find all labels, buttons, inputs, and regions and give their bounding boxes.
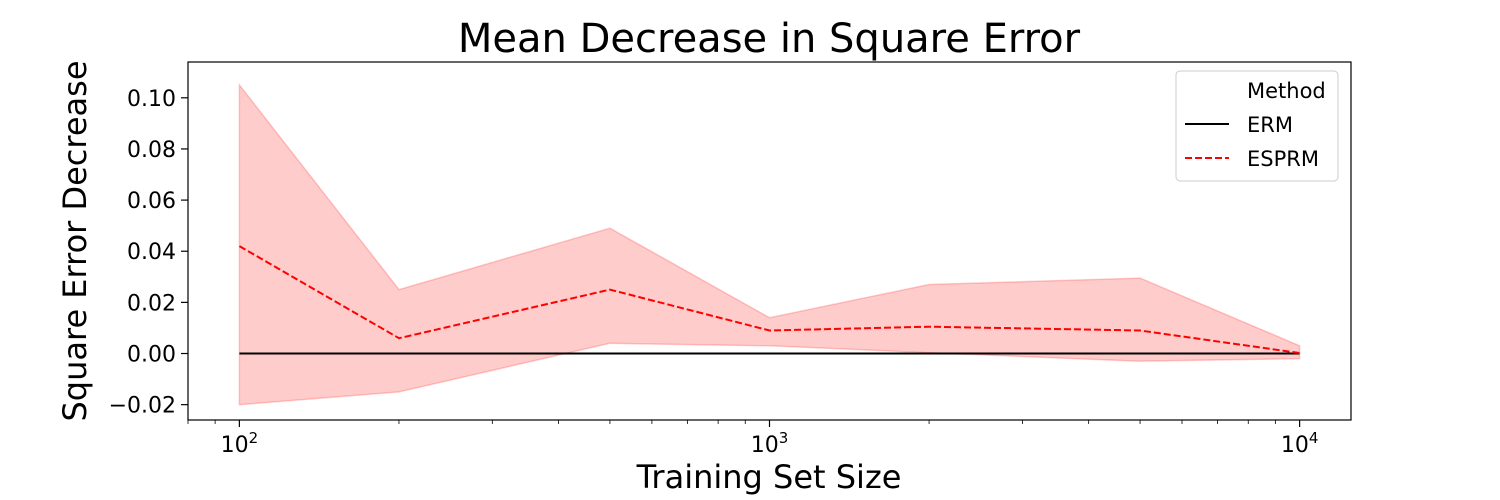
plot-area: −0.02 0.00 0.02 0.04 0.06 0.08 0.10 102 103 104 [109,61,1352,458]
legend-title: Method [1247,79,1326,103]
confidence-band-esprm [238,82,1301,406]
x-axis-label: Training Set Size [636,458,902,496]
legend: Method ERM ESPRM [1175,70,1339,182]
x-tick-label: 102 [221,429,259,458]
y-tick-label: −0.02 [109,394,176,419]
x-tick-label: 104 [1281,429,1319,458]
series-line-esprm [238,245,1300,354]
y-tick-label: 0.10 [127,87,176,112]
y-axis-label: Square Error Decrease [56,60,94,421]
y-tick-label: 0.00 [127,343,176,368]
y-tick-label: 0.08 [127,138,176,163]
legend-esprm-label: ESPRM [1247,147,1319,171]
y-tick-label: 0.06 [127,189,176,214]
chart-title: Mean Decrease in Square Error [458,16,1081,62]
x-tick-label: 103 [751,429,789,458]
legend-erm-label: ERM [1247,113,1293,137]
legend-box [1175,70,1339,182]
y-tick-label: 0.02 [127,291,176,316]
y-tick-label: 0.04 [127,240,176,265]
